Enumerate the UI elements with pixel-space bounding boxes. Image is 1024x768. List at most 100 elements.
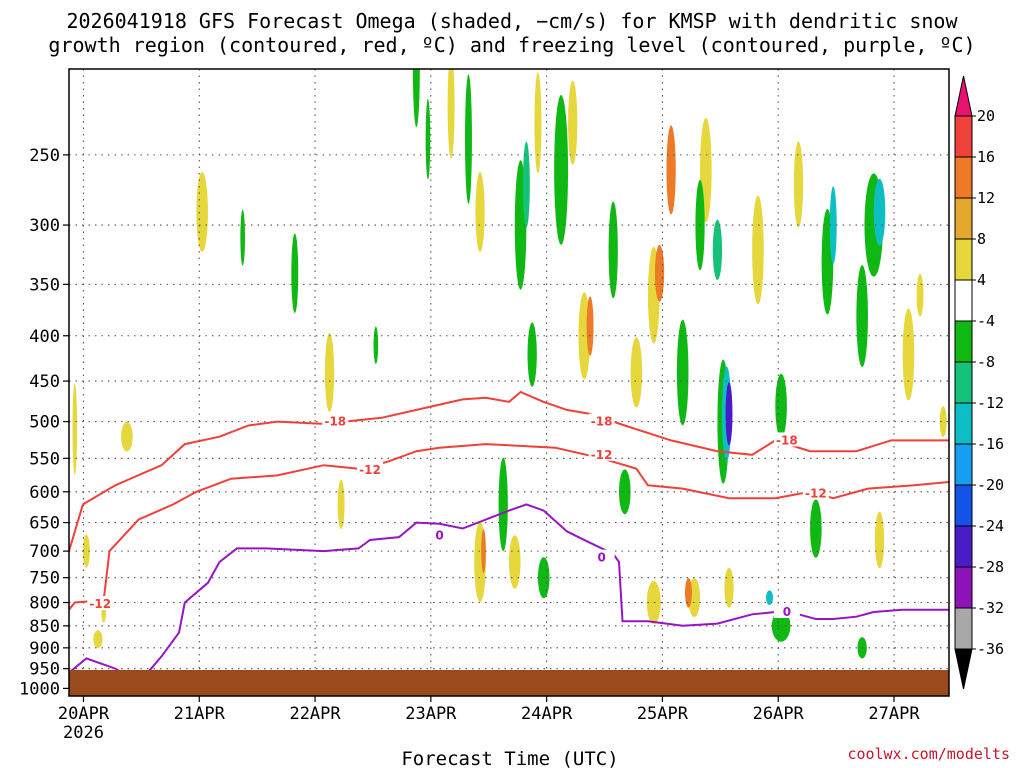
x-tick-label: 26APR	[753, 704, 805, 724]
colorbar-label: -8	[977, 353, 995, 371]
y-tick-label: 600	[29, 483, 60, 503]
colorbar-label: -16	[977, 435, 1004, 453]
contour-label: 0	[783, 605, 791, 619]
y-tick-label: 950	[29, 660, 60, 680]
contour-label-bg	[588, 413, 615, 428]
contour-line	[69, 443, 949, 611]
colorbar-top-arrow	[954, 75, 973, 117]
colorbar-label: -36	[977, 640, 1004, 658]
colorbar-label: -4	[977, 312, 995, 330]
omega-shade-blob	[534, 72, 542, 174]
y-tick-label: 1000	[19, 679, 60, 699]
colorbar-segment	[954, 607, 973, 650]
contour-label: -12	[89, 597, 111, 611]
y-tick-label: 850	[29, 617, 60, 637]
omega-shade-blob	[724, 567, 734, 608]
omega-shade-blob	[793, 141, 804, 228]
omega-shade-blob	[873, 178, 886, 246]
chart-title-line-1: 2026041918 GFS Forecast Omega (shaded, −…	[66, 9, 958, 33]
credit-link[interactable]: coolwx.com/modelts	[847, 745, 1010, 763]
colorbar-label: 4	[977, 271, 986, 289]
x-tick-label: 22APR	[289, 704, 341, 724]
temperature-contours: -18-18-18-12-12-12-120000	[69, 390, 949, 690]
omega-shade-blob	[654, 244, 665, 302]
omega-shading	[72, 69, 947, 659]
contour-label-bg	[357, 462, 384, 477]
y-tick-label: 750	[29, 569, 60, 589]
omega-shade-blob	[121, 421, 133, 452]
colorbar-label: -28	[977, 558, 1004, 576]
plot-background	[69, 69, 949, 696]
omega-shade-blob	[509, 535, 521, 589]
omega-shade-blob	[465, 74, 472, 204]
y-tick-label: 700	[29, 542, 60, 562]
colorbar-label: 20	[977, 107, 995, 125]
omega-shade-blob	[939, 406, 947, 438]
omega-shade-blob	[475, 172, 485, 252]
colorbar: 20 16 12 8 4 -4 -8 -12 -16 -20 -24 -28 -32 -36	[954, 75, 1004, 690]
colorbar-label: -24	[977, 517, 1004, 535]
chart-title-line-2: growth region (contoured, red, ºC) and f…	[48, 33, 975, 57]
contour-label: 0	[597, 551, 605, 565]
contour-label: -12	[359, 463, 381, 477]
omega-shade-blob	[916, 273, 924, 317]
omega-shade-blob	[337, 479, 345, 530]
omega-shade-blob	[447, 69, 455, 159]
omega-shade-blob	[425, 98, 431, 180]
contour-label: -18	[324, 415, 346, 429]
omega-shade-blob	[554, 95, 569, 245]
omega-shade-blob	[902, 308, 915, 401]
omega-shade-blob	[752, 195, 764, 305]
colorbar-segment	[954, 402, 973, 445]
contour-label: -18	[591, 415, 613, 429]
omega-shade-blob	[324, 332, 335, 412]
colorbar-segment	[954, 238, 973, 281]
omega-shade-blob	[481, 529, 486, 574]
omega-shade-blob	[810, 499, 822, 558]
x-tick-label: 23APR	[405, 704, 457, 724]
contour-label-bg	[87, 595, 114, 610]
omega-shade-blob	[586, 296, 594, 356]
contour-label: -18	[776, 433, 798, 447]
omega-shade-blob	[725, 382, 733, 446]
colorbar-label: -12	[977, 394, 1004, 412]
omega-shade-blob	[646, 580, 661, 625]
y-axis: 2503003504004505005506006507007508008509…	[19, 146, 69, 699]
colorbar-segment	[954, 279, 973, 322]
x-tick-sublabel: 2026	[63, 723, 104, 743]
omega-shade-blob	[240, 209, 245, 266]
y-tick-label: 350	[29, 275, 60, 295]
plot-frame	[68, 68, 950, 697]
contour-line	[69, 390, 949, 552]
colorbar-bottom-arrow	[954, 648, 973, 690]
y-tick-label: 250	[29, 146, 60, 166]
omega-shade-blob	[775, 373, 787, 439]
omega-shade-blob	[856, 265, 868, 367]
omega-shade-blob	[412, 69, 420, 128]
colorbar-segment	[954, 443, 973, 486]
y-tick-label: 800	[29, 594, 60, 614]
contour-label: 0	[435, 528, 443, 542]
omega-shade-blob	[619, 469, 631, 515]
colorbar-label: 16	[977, 148, 995, 166]
omega-shade-blob	[498, 457, 508, 552]
colorbar-label: -20	[977, 476, 1004, 494]
contour-label-bg	[773, 432, 800, 447]
omega-shade-blob	[630, 337, 643, 408]
y-tick-label: 400	[29, 327, 60, 347]
ground-surface	[69, 670, 949, 696]
y-tick-label: 450	[29, 372, 60, 392]
omega-shade-blob	[196, 172, 208, 252]
colorbar-segment	[954, 320, 973, 363]
contour-label-bg	[773, 604, 800, 619]
omega-shade-blob	[676, 319, 689, 426]
omega-shade-blob	[72, 383, 78, 475]
omega-shade-blob	[93, 630, 103, 648]
contour-label: -12	[591, 448, 613, 462]
colorbar-segment	[954, 197, 973, 240]
colorbar-segment	[954, 525, 973, 568]
omega-shade-blob	[522, 141, 530, 228]
contour-label-bg	[322, 413, 349, 428]
colorbar-segment	[954, 484, 973, 527]
